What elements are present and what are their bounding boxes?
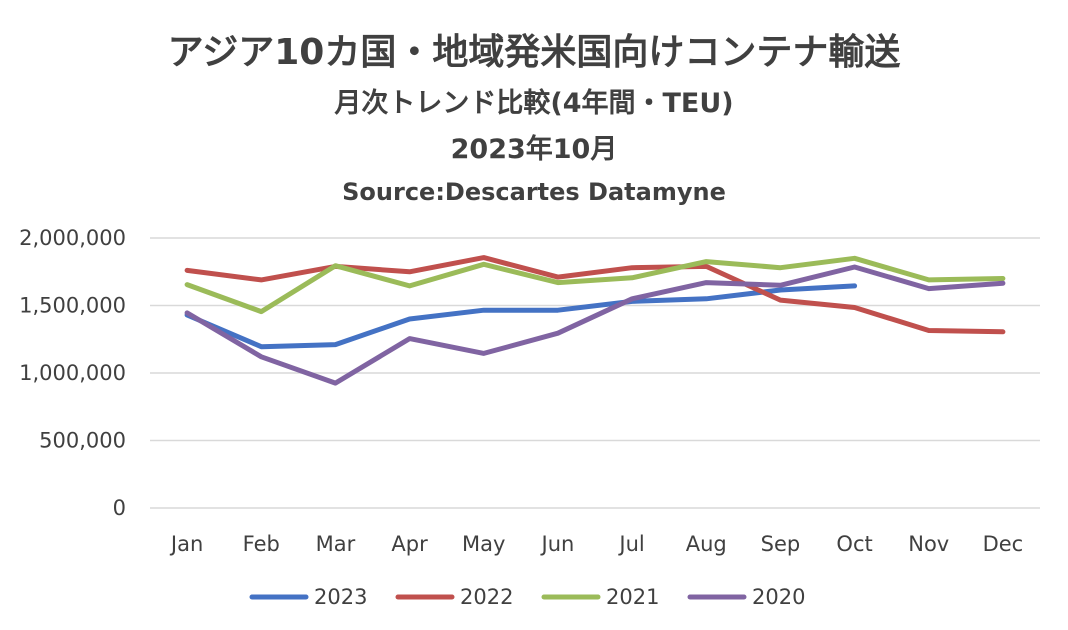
x-tick-label: Jan [169,532,203,556]
legend-label: 2023 [314,585,367,609]
chart-date: 2023年10月 [451,133,618,165]
x-tick-label: Aug [686,532,727,556]
y-tick-label: 1,500,000 [19,294,126,318]
legend-label: 2020 [752,585,805,609]
x-tick-label: Oct [836,532,872,556]
chart-subtitle: 月次トレンド比較(4年間・TEU) [333,87,733,119]
legend-label: 2021 [606,585,659,609]
y-tick-label: 500,000 [39,429,126,453]
series-line-2023 [184,283,858,350]
y-tick-label: 0 [113,496,126,520]
legend-item-2021: 2021 [541,585,659,609]
x-tick-label: Feb [243,532,280,556]
chart-title: アジア10カ国・地域発米国向けコンテナ輸送 [168,32,901,73]
x-tick-label: Apr [391,532,428,556]
y-tick-label: 2,000,000 [19,226,126,250]
gridlines [150,237,1040,509]
x-tick-label: Sep [761,532,801,556]
x-tick-label: Mar [316,532,356,556]
series-line-2021 [184,255,1006,315]
y-tick-label: 1,000,000 [19,361,126,385]
legend-label: 2022 [460,585,513,609]
x-tick-label: Dec [983,532,1024,556]
x-tick-label: Jul [617,532,644,556]
y-axis-ticks: 0 500,000 1,000,000 1,500,000 2,000,000 [19,226,126,520]
series-line-2022 [184,255,1006,335]
series-line-2020 [184,264,1006,386]
legend-item-2023: 2023 [249,585,367,609]
legend-item-2020: 2020 [687,585,805,609]
x-tick-label: Nov [908,532,949,556]
legend-item-2022: 2022 [395,585,513,609]
chart-source: Source:Descartes Datamyne [342,178,726,206]
x-tick-label: Jun [540,532,575,556]
x-axis-ticks: Jan Feb Mar Apr May Jun Jul Aug Sep Oct Nov Dec [169,532,1023,556]
legend: 2023 2022 2021 2020 [249,585,805,609]
series-lines [184,255,1006,386]
x-tick-label: May [462,532,505,556]
